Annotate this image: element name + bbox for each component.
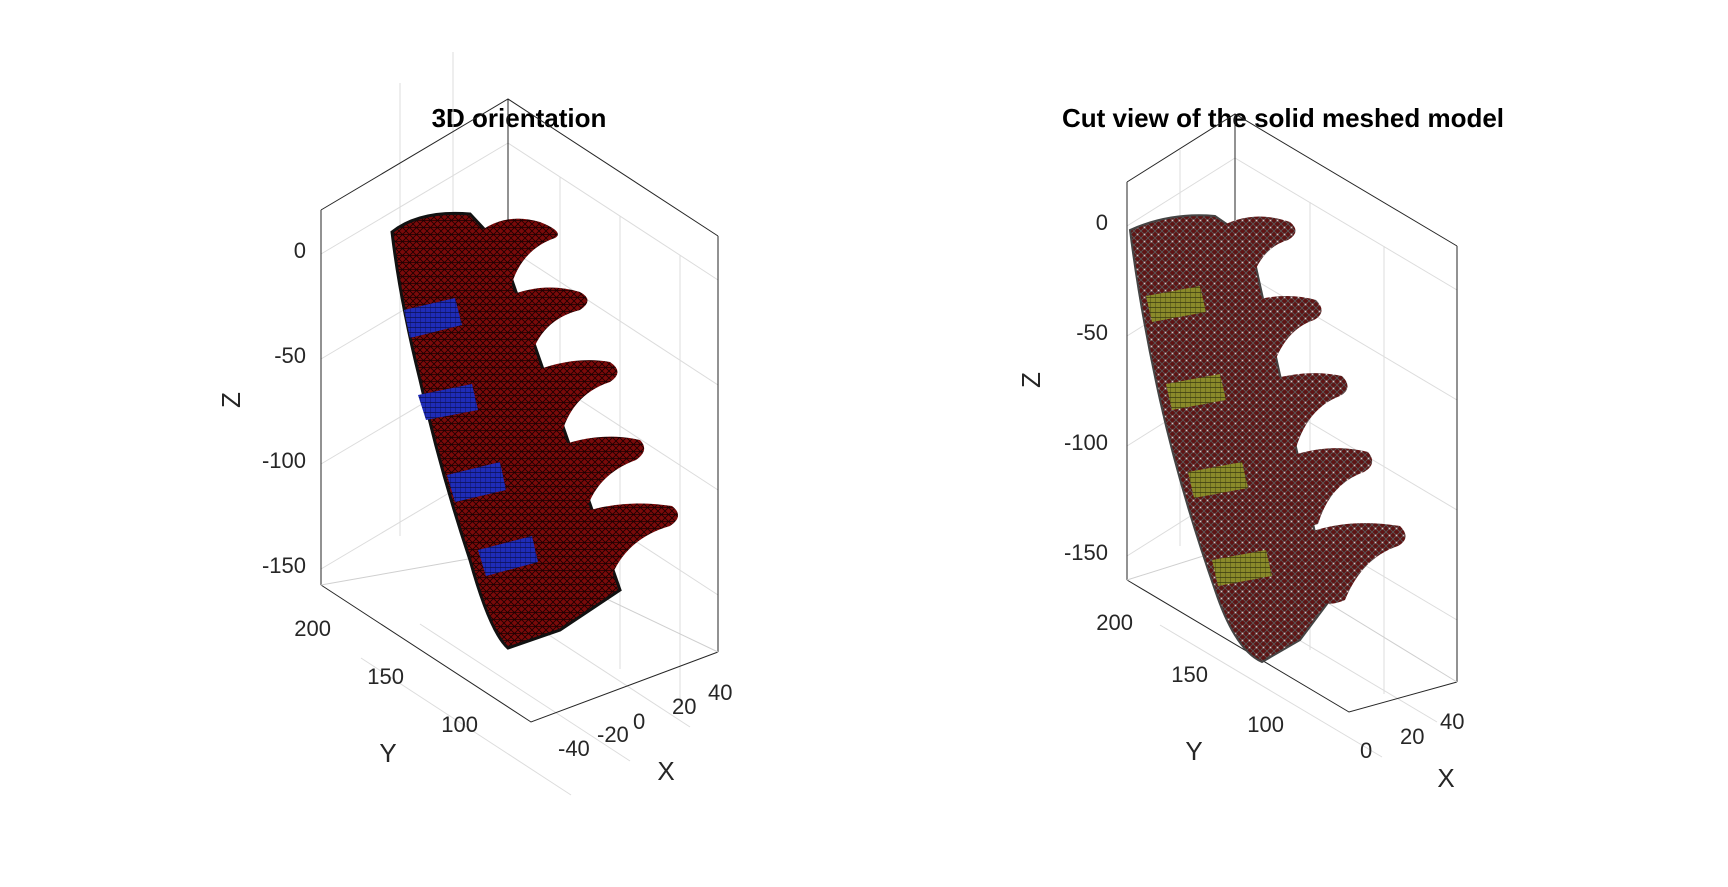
z-axis-label: Z [1016, 372, 1046, 388]
z-tick-label: -50 [274, 343, 306, 368]
z-tick-label: -100 [262, 448, 306, 473]
z-tick-label: -150 [1064, 540, 1108, 565]
x-ticks: 0 20 40 [1360, 709, 1464, 763]
axes-cut-view: Cut view of the solid meshed model [1016, 103, 1504, 793]
discs [1146, 286, 1272, 586]
y-tick-label: 200 [294, 616, 331, 641]
x-tick-label: 20 [1400, 724, 1424, 749]
y-axis-label: Y [1185, 736, 1202, 766]
y-tick-label: 200 [1096, 610, 1133, 635]
spine-mesh [1128, 214, 1406, 664]
x-tick-label: -20 [597, 722, 629, 747]
y-tick-label: 150 [367, 664, 404, 689]
y-tick-label: 100 [1247, 712, 1284, 737]
discs [404, 298, 538, 576]
x-tick-label: 0 [633, 709, 645, 734]
z-tick-label: -150 [262, 553, 306, 578]
x-axis-label: X [1437, 763, 1454, 793]
y-ticks: 200 150 100 [1096, 610, 1284, 737]
x-tick-label: 0 [1360, 738, 1372, 763]
x-tick-label: 40 [708, 680, 732, 705]
x-ticks: -40 -20 0 20 40 [558, 680, 732, 761]
x-tick-label: 40 [1440, 709, 1464, 734]
vertebrae [470, 218, 679, 580]
chart-title: 3D orientation [432, 103, 607, 133]
y-ticks: 200 150 100 [294, 616, 478, 737]
z-ticks: 0 -50 -100 -150 [262, 238, 306, 578]
z-tick-label: 0 [1096, 210, 1108, 235]
z-axis-label: Z [216, 392, 246, 408]
vertebrae [1212, 216, 1406, 604]
vertebral-body-column [1128, 214, 1332, 664]
spine-mesh [390, 211, 679, 650]
y-tick-label: 150 [1171, 662, 1208, 687]
z-tick-label: 0 [294, 238, 306, 263]
y-axis-label: Y [379, 738, 396, 768]
x-tick-label: 20 [672, 694, 696, 719]
z-tick-label: -50 [1076, 320, 1108, 345]
x-axis-label: X [657, 756, 674, 786]
axes-3d-orientation: 3D orientation [216, 52, 732, 796]
y-tick-label: 100 [441, 712, 478, 737]
x-tick-label: -40 [558, 736, 590, 761]
z-ticks: 0 -50 -100 -150 [1064, 210, 1108, 565]
chart-title: Cut view of the solid meshed model [1062, 103, 1504, 133]
z-tick-label: -100 [1064, 430, 1108, 455]
